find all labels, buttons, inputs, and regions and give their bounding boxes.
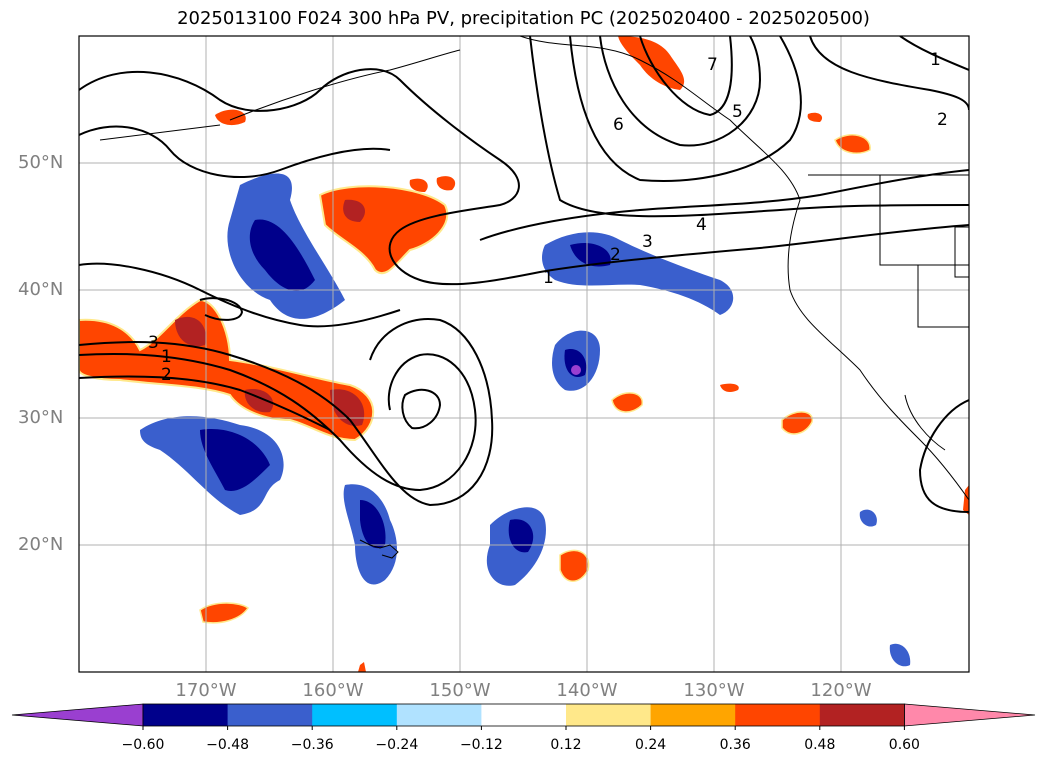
contour-label: 3: [642, 232, 653, 252]
colorbar-tick-label: −0.36: [290, 737, 334, 753]
contour-label: 1: [543, 268, 554, 288]
contour-label: 4: [696, 215, 707, 235]
contour-label: 2: [937, 110, 948, 130]
colorbar-segment: [735, 704, 821, 726]
lat-label: 20°N: [18, 534, 64, 555]
contour-label: 1: [930, 50, 941, 70]
colorbar-segment: [819, 704, 905, 726]
colorbar-tick-label: 0.60: [888, 737, 920, 753]
colorbar-tick-label: −0.48: [206, 737, 250, 753]
colorbar-segment: [227, 704, 313, 726]
colorbar-tick-label: 0.36: [719, 737, 751, 753]
colorbar-segment: [143, 704, 229, 726]
pv-contours: [79, 36, 969, 513]
lat-label: 30°N: [18, 407, 64, 428]
lat-label: 50°N: [18, 152, 64, 173]
map-panel: 1 2 3 4 5 6 7 1 2 3 1 2: [79, 36, 969, 672]
colorbar-extend-min: [11, 703, 144, 727]
contour-label: 1: [161, 347, 172, 367]
colorbar-segment: [481, 704, 567, 726]
colorbar-segment: [312, 704, 398, 726]
lon-label: 120°W: [810, 680, 872, 701]
colorbar-tick-label: −0.60: [121, 737, 165, 753]
colorbar-segment: [566, 704, 652, 726]
colorbar-tick-label: −0.24: [375, 737, 419, 753]
colorbar-frame: [142, 703, 905, 727]
contour-label: 7: [707, 55, 718, 75]
lon-label: 140°W: [556, 680, 618, 701]
contour-label: 6: [613, 115, 624, 135]
map-title: 2025013100 F024 300 hPa PV, precipitatio…: [177, 8, 870, 29]
lon-label: 160°W: [302, 680, 364, 701]
colorbar-tick-label: 0.24: [635, 737, 667, 753]
lon-label: 170°W: [175, 680, 237, 701]
negative-precip-anomalies: [140, 173, 911, 667]
contour-label: 2: [161, 365, 172, 385]
contour-label: 2: [610, 245, 621, 265]
colorbar-tick-label: −0.12: [459, 737, 503, 753]
colorbar-tick-label: 0.12: [550, 737, 582, 753]
map-frame: [78, 35, 970, 673]
colorbar-tick-label: 0.48: [804, 737, 836, 753]
lon-label: 150°W: [429, 680, 491, 701]
colorbar-extend-max: [904, 703, 1036, 727]
lon-label: 130°W: [683, 680, 745, 701]
pv-contour-labels: 1 2 3 4 5 6 7 1 2 3 1 2: [148, 50, 948, 385]
colorbar-segment: [396, 704, 482, 726]
contour-label: 5: [732, 102, 743, 122]
colorbar: [11, 703, 1036, 730]
contour-label: 3: [148, 333, 159, 353]
lat-label: 40°N: [18, 279, 64, 300]
colorbar-segment: [650, 704, 736, 726]
